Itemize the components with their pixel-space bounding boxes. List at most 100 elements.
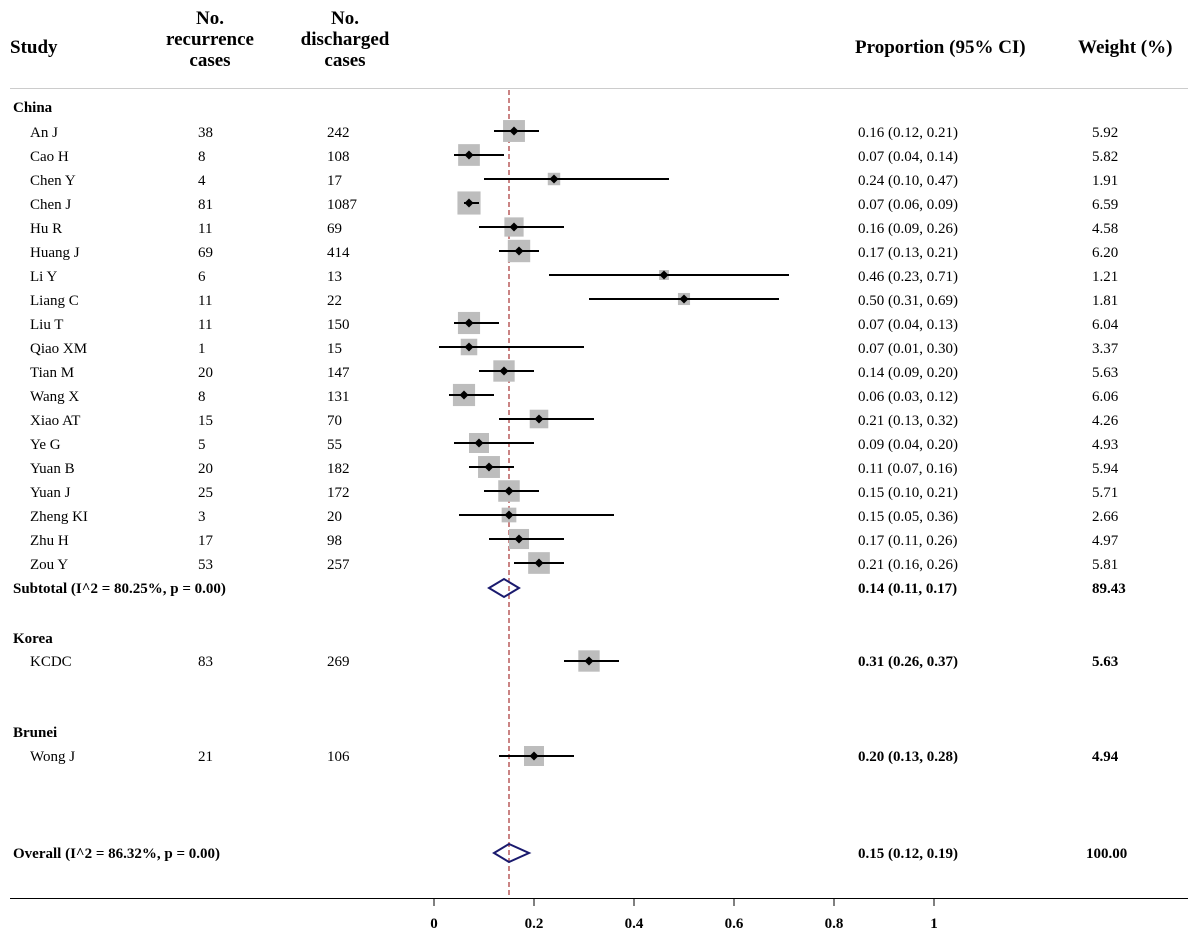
study-label: Zhu H bbox=[30, 533, 69, 549]
weight-cell: 6.20 bbox=[1092, 245, 1119, 261]
study-label: Cao H bbox=[30, 149, 69, 165]
point-estimate bbox=[584, 656, 594, 666]
recurrence-cell: 25 bbox=[198, 485, 213, 501]
recurrence-cell: 15 bbox=[198, 413, 213, 429]
recurrence-cell: 1 bbox=[198, 341, 206, 357]
recurrence-cell: 38 bbox=[198, 125, 213, 141]
point-estimate bbox=[484, 462, 494, 472]
ci-cell: 0.17 (0.13, 0.21) bbox=[858, 245, 958, 261]
discharged-cell: 131 bbox=[327, 389, 350, 405]
weight-cell: 5.94 bbox=[1092, 461, 1119, 477]
header-study: Study bbox=[10, 37, 58, 58]
study-label: KCDC bbox=[30, 654, 72, 670]
point-estimate bbox=[464, 198, 474, 208]
point-estimate bbox=[534, 414, 544, 424]
study-label: Wang X bbox=[30, 389, 80, 405]
overall-weight: 100.00 bbox=[1086, 846, 1128, 862]
ci-cell: 0.17 (0.11, 0.26) bbox=[858, 533, 958, 549]
point-estimate bbox=[529, 751, 539, 761]
point-estimate bbox=[474, 438, 484, 448]
recurrence-cell: 20 bbox=[198, 461, 213, 477]
point-estimate bbox=[504, 486, 514, 496]
x-tick-label: 0.8 bbox=[825, 916, 844, 932]
header-rule bbox=[10, 88, 1188, 89]
recurrence-cell: 81 bbox=[198, 197, 213, 213]
ci-cell: 0.16 (0.12, 0.21) bbox=[858, 125, 958, 141]
recurrence-cell: 83 bbox=[198, 654, 213, 670]
study-label: Xiao AT bbox=[30, 413, 81, 429]
study-label: Li Y bbox=[30, 269, 58, 285]
discharged-cell: 70 bbox=[327, 413, 342, 429]
study-label: Tian M bbox=[30, 365, 75, 381]
weight-cell: 2.66 bbox=[1092, 509, 1119, 525]
recurrence-cell: 17 bbox=[198, 533, 213, 549]
ci-cell: 0.21 (0.13, 0.32) bbox=[858, 413, 958, 429]
weight-cell: 5.63 bbox=[1092, 365, 1119, 381]
discharged-cell: 17 bbox=[327, 173, 342, 189]
header-recurrence-line3: cases bbox=[189, 50, 231, 71]
discharged-cell: 20 bbox=[327, 509, 342, 525]
weight-cell: 4.94 bbox=[1092, 749, 1119, 765]
header-discharged-line1: No. bbox=[331, 8, 359, 29]
recurrence-cell: 53 bbox=[198, 557, 213, 573]
study-label: Wong J bbox=[30, 749, 76, 765]
weight-cell: 4.26 bbox=[1092, 413, 1119, 429]
discharged-cell: 242 bbox=[327, 125, 350, 141]
ci-cell: 0.50 (0.31, 0.69) bbox=[858, 293, 958, 309]
recurrence-cell: 20 bbox=[198, 365, 213, 381]
ci-cell: 0.15 (0.10, 0.21) bbox=[858, 485, 958, 501]
study-label: Liang C bbox=[30, 293, 79, 309]
ci-cell: 0.07 (0.04, 0.13) bbox=[858, 317, 958, 333]
subtotal-diamond bbox=[487, 577, 521, 599]
weight-cell: 1.81 bbox=[1092, 293, 1119, 309]
point-estimate bbox=[504, 510, 514, 520]
weight-cell: 5.92 bbox=[1092, 125, 1119, 141]
weight-cell: 6.04 bbox=[1092, 317, 1119, 333]
point-estimate bbox=[509, 222, 519, 232]
weight-cell: 4.97 bbox=[1092, 533, 1119, 549]
recurrence-cell: 3 bbox=[198, 509, 206, 525]
discharged-cell: 147 bbox=[327, 365, 350, 381]
header-proportion: Proportion (95% CI) bbox=[855, 37, 1026, 58]
point-estimate bbox=[464, 342, 474, 352]
header-weight: Weight (%) bbox=[1078, 37, 1173, 58]
group-label-korea: Korea bbox=[13, 631, 53, 647]
weight-cell: 1.21 bbox=[1092, 269, 1119, 285]
point-estimate bbox=[499, 366, 509, 376]
discharged-cell: 13 bbox=[327, 269, 342, 285]
weight-cell: 3.37 bbox=[1092, 341, 1119, 357]
subtotal-ci: 0.14 (0.11, 0.17) bbox=[858, 581, 958, 597]
recurrence-cell: 5 bbox=[198, 437, 206, 453]
study-label: Hu R bbox=[30, 221, 63, 237]
x-tick-label: 0 bbox=[430, 916, 438, 932]
weight-cell: 5.82 bbox=[1092, 149, 1119, 165]
point-estimate bbox=[509, 126, 519, 136]
study-label: An J bbox=[30, 125, 58, 141]
overall-diamond bbox=[492, 842, 532, 864]
header-recurrence: No. recurrence cases bbox=[150, 8, 270, 71]
point-estimate bbox=[464, 318, 474, 328]
study-label: Yuan J bbox=[30, 485, 71, 501]
discharged-cell: 55 bbox=[327, 437, 342, 453]
weight-cell: 5.71 bbox=[1092, 485, 1119, 501]
header-discharged: No. discharged cases bbox=[285, 8, 405, 71]
point-estimate bbox=[659, 270, 669, 280]
recurrence-cell: 11 bbox=[198, 221, 213, 237]
header-discharged-line3: cases bbox=[324, 50, 366, 71]
weight-cell: 1.91 bbox=[1092, 173, 1119, 189]
ci-cell: 0.24 (0.10, 0.47) bbox=[858, 173, 958, 189]
discharged-cell: 106 bbox=[327, 749, 350, 765]
point-estimate bbox=[464, 150, 474, 160]
ci-cell: 0.20 (0.13, 0.28) bbox=[858, 749, 958, 765]
discharged-cell: 22 bbox=[327, 293, 342, 309]
x-tick-label: 0.2 bbox=[525, 916, 544, 932]
discharged-cell: 182 bbox=[327, 461, 350, 477]
discharged-cell: 15 bbox=[327, 341, 342, 357]
x-tick-label: 0.4 bbox=[625, 916, 644, 932]
point-estimate bbox=[549, 174, 559, 184]
header-recurrence-line2: recurrence bbox=[166, 29, 254, 50]
ci-cell: 0.07 (0.06, 0.09) bbox=[858, 197, 958, 213]
weight-cell: 5.63 bbox=[1092, 654, 1119, 670]
recurrence-cell: 8 bbox=[198, 149, 206, 165]
